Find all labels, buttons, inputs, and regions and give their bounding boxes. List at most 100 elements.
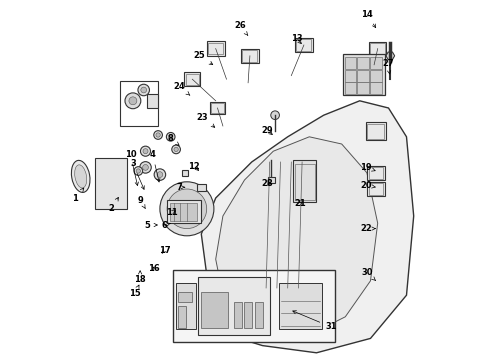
Bar	[368, 167, 382, 179]
Bar	[366, 124, 384, 139]
Bar	[365, 122, 385, 140]
Text: 2: 2	[108, 197, 118, 213]
Circle shape	[270, 111, 279, 120]
Circle shape	[142, 149, 148, 154]
Bar	[167, 200, 201, 223]
Bar	[294, 164, 314, 200]
Text: 30: 30	[361, 269, 375, 280]
Circle shape	[129, 97, 137, 105]
Circle shape	[136, 169, 140, 173]
Text: 27: 27	[381, 59, 393, 74]
Polygon shape	[385, 52, 394, 59]
Bar	[178, 292, 192, 302]
Ellipse shape	[98, 166, 106, 186]
Bar	[344, 70, 356, 82]
Bar	[233, 302, 241, 328]
Bar	[369, 82, 381, 94]
Bar	[176, 283, 196, 329]
Bar	[356, 82, 368, 94]
Polygon shape	[201, 101, 413, 353]
Text: 23: 23	[196, 112, 214, 127]
Text: 22: 22	[360, 224, 374, 233]
Bar	[356, 70, 368, 82]
Bar	[344, 57, 356, 69]
Text: 16: 16	[147, 264, 159, 273]
Circle shape	[153, 131, 162, 139]
Bar	[120, 81, 158, 126]
Bar	[344, 82, 356, 94]
Bar	[206, 41, 224, 56]
Bar	[267, 177, 275, 183]
Ellipse shape	[75, 165, 86, 188]
Circle shape	[134, 167, 142, 175]
Circle shape	[156, 133, 160, 137]
Text: 3: 3	[130, 159, 144, 189]
Ellipse shape	[71, 160, 90, 193]
Bar	[255, 302, 263, 328]
Bar	[366, 182, 384, 196]
Circle shape	[168, 135, 172, 139]
Circle shape	[154, 169, 165, 180]
Bar	[241, 49, 258, 63]
Text: 10: 10	[124, 150, 138, 185]
Bar	[356, 57, 368, 69]
Text: 25: 25	[193, 51, 212, 65]
Bar	[208, 43, 223, 54]
Bar	[368, 183, 382, 195]
Text: 6: 6	[162, 220, 170, 230]
Text: 9: 9	[138, 197, 145, 208]
Circle shape	[157, 172, 163, 177]
Circle shape	[171, 145, 180, 154]
Text: 20: 20	[360, 181, 374, 190]
Text: 13: 13	[290, 35, 302, 44]
Bar	[296, 39, 311, 51]
Bar	[343, 54, 384, 95]
Circle shape	[174, 147, 178, 152]
Text: 26: 26	[233, 22, 247, 35]
Polygon shape	[215, 137, 377, 335]
Text: 15: 15	[128, 285, 140, 298]
Bar	[370, 43, 384, 54]
Text: 29: 29	[261, 126, 272, 135]
Text: 8: 8	[167, 134, 179, 145]
Circle shape	[167, 189, 206, 229]
Circle shape	[138, 84, 149, 96]
Bar	[292, 160, 316, 202]
Bar	[201, 292, 228, 328]
Circle shape	[160, 182, 213, 236]
Bar	[197, 277, 269, 335]
Bar	[244, 302, 252, 328]
Circle shape	[166, 132, 175, 141]
Text: 21: 21	[294, 199, 305, 208]
Bar	[368, 42, 386, 55]
Text: 7: 7	[176, 183, 184, 192]
Bar	[185, 74, 199, 85]
Circle shape	[140, 162, 151, 173]
Text: 17: 17	[159, 246, 170, 255]
Text: 18: 18	[134, 271, 145, 284]
Bar	[178, 306, 185, 328]
Bar	[211, 103, 223, 113]
Circle shape	[125, 93, 141, 109]
Ellipse shape	[114, 166, 123, 186]
Text: 28: 28	[261, 179, 272, 188]
Bar	[209, 102, 224, 114]
Text: 31: 31	[292, 311, 336, 332]
Bar	[366, 166, 384, 180]
Bar	[369, 70, 381, 82]
Text: 11: 11	[165, 208, 177, 217]
Text: 14: 14	[360, 10, 375, 28]
Bar	[242, 50, 257, 62]
Circle shape	[142, 165, 148, 170]
Bar	[184, 72, 200, 86]
Bar	[182, 170, 188, 175]
Text: 4: 4	[149, 150, 160, 182]
Circle shape	[140, 146, 150, 156]
Text: 1: 1	[72, 188, 83, 202]
Bar	[196, 184, 205, 191]
Bar	[147, 94, 158, 108]
Bar	[95, 158, 127, 209]
Bar	[369, 57, 381, 69]
Bar	[172, 270, 334, 342]
Text: 5: 5	[144, 220, 157, 230]
